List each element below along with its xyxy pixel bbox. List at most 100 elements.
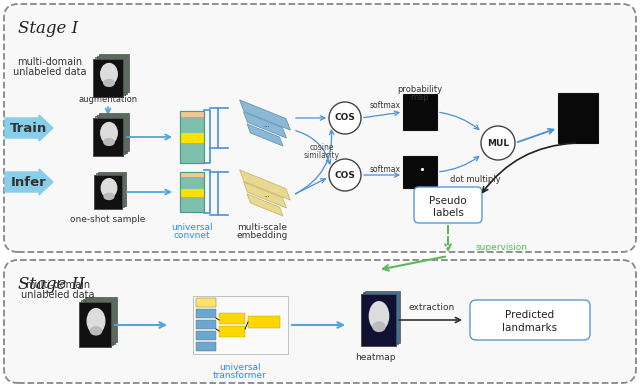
Ellipse shape <box>100 63 117 84</box>
Text: similarity: similarity <box>304 151 340 159</box>
Bar <box>180 172 204 212</box>
Bar <box>96 173 124 207</box>
Text: augmentation: augmentation <box>79 96 138 104</box>
Ellipse shape <box>101 179 116 197</box>
Bar <box>99 113 129 151</box>
Text: heatmap: heatmap <box>355 353 396 363</box>
Polygon shape <box>244 112 287 138</box>
Bar <box>196 331 216 340</box>
Text: Train: Train <box>10 122 47 135</box>
Bar <box>196 320 216 329</box>
Bar <box>180 111 204 163</box>
Bar <box>248 316 280 328</box>
Bar <box>365 291 400 342</box>
Bar <box>180 133 204 143</box>
Bar <box>361 294 396 346</box>
Ellipse shape <box>104 139 115 146</box>
Ellipse shape <box>104 194 114 199</box>
Bar <box>180 111 204 163</box>
Ellipse shape <box>373 322 385 331</box>
Text: landmarks: landmarks <box>502 323 557 333</box>
Text: cosine: cosine <box>310 144 334 152</box>
Bar <box>93 59 123 97</box>
FancyBboxPatch shape <box>4 260 636 383</box>
Polygon shape <box>239 100 291 130</box>
Bar <box>403 156 437 188</box>
Bar <box>97 115 127 152</box>
Text: ...: ... <box>264 192 270 198</box>
Polygon shape <box>247 194 283 216</box>
Text: multi-scale: multi-scale <box>237 224 287 233</box>
Text: supervision: supervision <box>476 243 528 252</box>
Circle shape <box>329 102 361 134</box>
Bar <box>180 189 204 197</box>
Bar <box>93 118 123 156</box>
Text: universal: universal <box>219 363 261 372</box>
Text: COS: COS <box>335 113 355 123</box>
Text: Stage II: Stage II <box>18 276 85 293</box>
Bar <box>83 298 115 344</box>
Text: Infer: Infer <box>11 175 47 188</box>
Bar <box>180 172 204 177</box>
Text: unlabeled data: unlabeled data <box>13 67 87 77</box>
Polygon shape <box>244 182 287 208</box>
FancyBboxPatch shape <box>414 187 482 223</box>
Bar <box>79 302 111 347</box>
FancyBboxPatch shape <box>470 300 590 340</box>
Ellipse shape <box>369 302 388 330</box>
Bar <box>94 175 122 209</box>
Bar <box>95 116 125 154</box>
Text: multi-domain: multi-domain <box>26 280 91 290</box>
Text: extraction: extraction <box>409 303 455 312</box>
Bar <box>93 59 123 97</box>
Bar <box>196 342 216 351</box>
Circle shape <box>481 126 515 160</box>
FancyArrow shape <box>5 169 53 195</box>
Bar <box>95 57 125 95</box>
Text: softmax: softmax <box>369 101 401 111</box>
Circle shape <box>329 159 361 191</box>
Bar <box>180 172 204 212</box>
Text: map: map <box>411 94 429 103</box>
FancyArrow shape <box>5 115 53 141</box>
Text: probability: probability <box>397 86 443 94</box>
Bar <box>97 55 127 94</box>
Bar <box>193 296 288 354</box>
Text: labels: labels <box>433 208 463 218</box>
Bar <box>81 300 113 345</box>
Text: multi-domain: multi-domain <box>17 57 83 67</box>
Bar <box>79 302 111 347</box>
Text: COS: COS <box>335 171 355 180</box>
Text: Predicted: Predicted <box>506 310 555 320</box>
Polygon shape <box>247 124 283 146</box>
Bar <box>98 171 126 205</box>
Text: unlabeled data: unlabeled data <box>21 290 95 300</box>
Bar <box>219 326 245 337</box>
Bar <box>558 93 598 143</box>
Text: Pseudo: Pseudo <box>429 196 467 206</box>
Ellipse shape <box>100 123 117 144</box>
Text: ...: ... <box>264 122 270 128</box>
Bar <box>180 111 204 117</box>
Bar <box>99 54 129 92</box>
Bar <box>363 292 398 344</box>
Text: convnet: convnet <box>173 231 211 240</box>
Bar <box>219 313 245 324</box>
Text: transformer: transformer <box>213 370 267 380</box>
Bar <box>403 94 437 130</box>
Bar <box>85 297 117 342</box>
Bar <box>196 298 216 307</box>
Ellipse shape <box>87 308 105 333</box>
Ellipse shape <box>104 79 115 86</box>
Bar <box>93 118 123 156</box>
FancyBboxPatch shape <box>4 4 636 252</box>
Text: universal: universal <box>171 224 213 233</box>
Text: embedding: embedding <box>236 231 288 240</box>
Text: Stage I: Stage I <box>18 20 78 37</box>
Text: one-shot sample: one-shot sample <box>70 216 146 224</box>
Text: softmax: softmax <box>369 164 401 173</box>
Bar <box>196 309 216 318</box>
Bar <box>94 175 122 209</box>
Text: dot multiply: dot multiply <box>450 175 500 185</box>
Text: MUL: MUL <box>487 139 509 147</box>
